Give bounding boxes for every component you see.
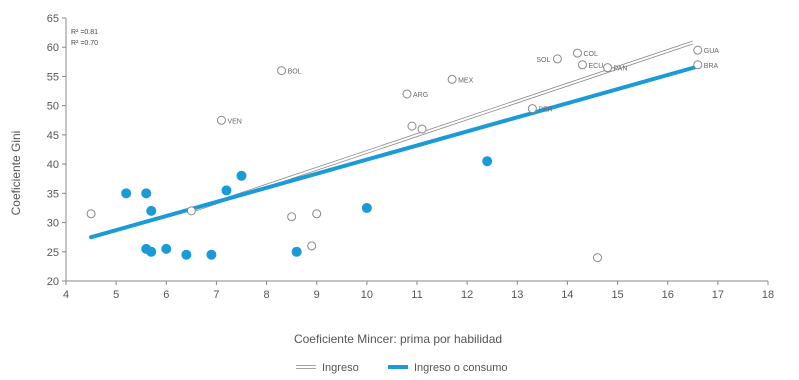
x-tick-label: 7 [213,289,219,301]
y-tick-label: 55 [47,71,59,83]
point-label: BOL [288,69,302,76]
legend-label: Ingreso [322,362,359,374]
data-point-ingreso [417,124,427,134]
x-tick-label: 6 [163,289,169,301]
point-label: ECU [588,63,603,70]
data-point-ingreso [447,74,457,84]
x-tick-label: 13 [511,289,523,301]
data-point-ingreso [527,104,537,114]
data-point-ingreso [552,54,562,64]
data-point-ingreso [277,66,287,76]
x-tick-label: 15 [611,289,623,301]
r2-text: R² =0.70 [71,40,98,47]
x-tick-label: 12 [461,289,473,301]
data-point-ingreso [287,212,297,222]
x-tick-label: 9 [314,289,320,301]
y-tick-label: 40 [47,159,59,171]
data-point-ingreso-o-consumo [141,188,152,199]
data-point-ingreso [402,89,412,99]
y-tick-label: 65 [47,13,59,25]
data-point-ingreso [407,121,417,131]
y-tick-label: 50 [47,101,59,113]
x-tick-label: 14 [561,289,573,301]
r2-text: R² =0.81 [71,29,98,36]
point-label: GUA [704,48,720,55]
x-tick-label: 5 [113,289,119,301]
legend-item: Ingreso [296,362,359,374]
x-tick-label: 11 [411,289,422,301]
legend-item: Ingreso o consumo [388,362,508,374]
point-label: PAN [614,66,628,73]
data-point-ingreso [216,115,226,125]
point-label: ARG [413,92,428,99]
data-point-ingreso-o-consumo [482,156,493,167]
data-point-ingreso [603,63,613,73]
data-point-ingreso-o-consumo [221,185,232,196]
data-point-ingreso [307,241,317,251]
y-tick-label: 30 [47,218,59,230]
data-point-ingreso-o-consumo [361,202,372,213]
data-point-ingreso-o-consumo [121,188,132,199]
x-tick-label: 4 [63,289,69,301]
point-label: PER [538,107,552,114]
y-tick-label: 20 [47,276,59,288]
data-point-ingreso-o-consumo [291,246,302,257]
point-label: VEN [227,118,241,125]
y-tick-label: 25 [47,247,59,259]
point-label: BRA [704,63,719,70]
data-point-ingreso [693,60,703,70]
y-tick-label: 60 [47,42,59,54]
data-point-ingreso [593,253,603,263]
data-points: VEN BOL ARG MEX PER SOL COL ECU PAN GUA BRA [86,45,720,263]
data-point-ingreso-o-consumo [146,246,157,257]
data-point-ingreso [693,45,703,55]
data-point-ingreso-o-consumo [206,249,217,260]
data-point-ingreso [186,206,196,216]
y-tick-label: 35 [47,188,59,200]
legend: Ingreso Ingreso o consumo [296,362,508,374]
x-tick-label: 16 [662,289,674,301]
x-tick-label: 10 [361,289,373,301]
r2-annotation: R² =0.81 R² =0.70 [71,29,98,47]
data-point-ingreso [577,60,587,70]
data-point-ingreso-o-consumo [236,170,247,181]
point-label: SOL [536,57,550,64]
x-axis-title: Coeficiente Mincer: prima por habilidad [294,332,502,346]
x-tick-label: 18 [762,289,774,301]
point-label: COL [583,51,598,58]
data-point-ingreso [86,209,96,219]
data-point-ingreso [572,48,582,58]
data-point-ingreso-o-consumo [161,243,172,254]
x-tick-label: 17 [712,289,724,301]
legend-label: Ingreso o consumo [414,362,508,374]
y-axis-title: Coeficiente Gini [9,131,23,216]
data-point-ingreso [312,209,322,219]
data-point-ingreso-o-consumo [181,249,192,260]
x-tick-label: 8 [264,289,270,301]
point-label: MEX [458,77,474,84]
data-point-ingreso-o-consumo [146,205,157,216]
trendline-ingreso-o-consumo [89,64,700,240]
y-tick-label: 45 [47,130,59,142]
